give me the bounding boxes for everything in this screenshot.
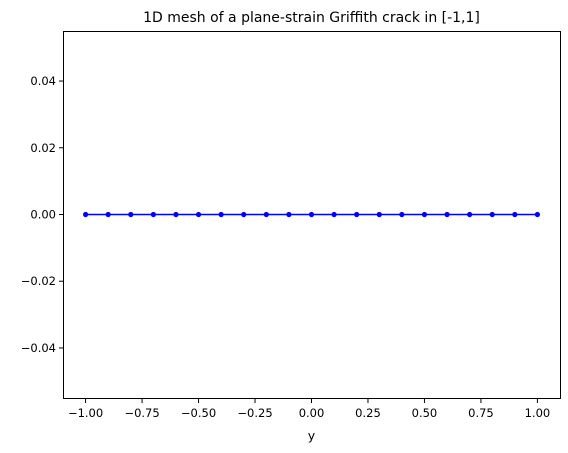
data-point — [512, 211, 518, 218]
data-point — [105, 211, 111, 218]
data-point — [286, 211, 292, 218]
series-layer — [82, 211, 541, 218]
x-tick-label: 0.25 — [355, 406, 381, 420]
y-tick-label: −0.02 — [21, 274, 56, 288]
x-axis-label: y — [308, 428, 316, 443]
x-axis-ticks: −1.00 −0.75 −0.50 −0.25 0.00 0.25 0.50 0.75 1.00 — [68, 398, 551, 420]
data-point — [489, 211, 495, 218]
x-tick-label: 0.75 — [468, 406, 494, 420]
data-point — [467, 211, 473, 218]
y-tick-label: −0.04 — [21, 341, 56, 355]
x-tick-label: 1.00 — [525, 406, 551, 420]
x-tick-label: 0.00 — [299, 406, 325, 420]
data-point — [308, 211, 315, 218]
data-point — [195, 211, 202, 218]
data-point — [421, 211, 428, 218]
data-point — [263, 211, 269, 218]
data-point — [444, 211, 450, 218]
x-tick-label: −0.25 — [237, 406, 272, 420]
x-tick-label: −0.50 — [181, 406, 216, 420]
chart-title: 1D mesh of a plane-strain Griffith crack… — [143, 10, 480, 26]
data-point — [173, 211, 179, 218]
y-axis-ticks: −0.04 −0.02 0.00 0.02 0.04 — [21, 74, 64, 355]
data-point — [534, 211, 541, 218]
y-tick-label: 0.02 — [30, 141, 56, 155]
y-tick-label: 0.04 — [30, 74, 56, 88]
data-point — [376, 211, 382, 218]
data-point — [218, 211, 224, 218]
x-tick-label: 0.50 — [412, 406, 438, 420]
data-point — [399, 211, 405, 218]
x-tick-label: −1.00 — [68, 406, 103, 420]
data-point — [150, 211, 156, 218]
data-point — [331, 211, 337, 218]
data-point — [128, 211, 134, 218]
y-tick-label: 0.00 — [30, 208, 56, 222]
data-point — [241, 211, 247, 218]
data-point — [82, 211, 89, 218]
data-point — [354, 211, 360, 218]
x-tick-label: −0.75 — [124, 406, 159, 420]
